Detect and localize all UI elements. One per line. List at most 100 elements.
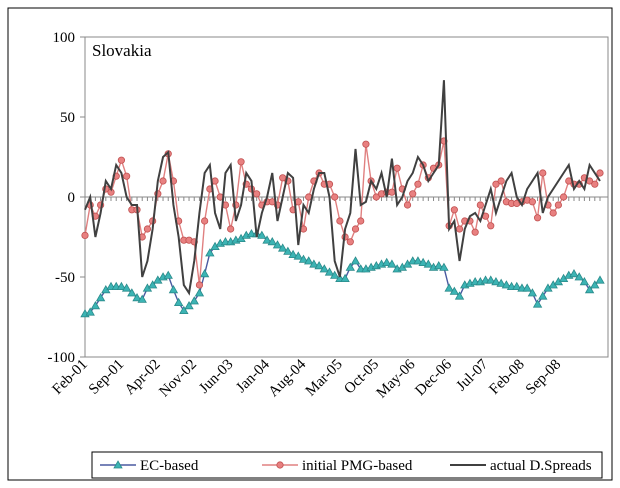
legend-marker xyxy=(276,461,284,469)
point-marker xyxy=(471,228,479,236)
point-marker xyxy=(159,177,167,185)
series-line xyxy=(84,80,601,296)
point-marker xyxy=(173,297,184,306)
point-marker xyxy=(277,243,288,252)
point-marker xyxy=(257,230,267,239)
point-marker xyxy=(127,288,137,297)
point-marker xyxy=(538,291,548,300)
point-marker xyxy=(423,259,434,268)
point-marker xyxy=(450,206,458,214)
point-marker xyxy=(591,180,599,188)
point-marker xyxy=(497,177,505,185)
y-tick-label: 100 xyxy=(53,30,76,46)
legend-label: EC-based xyxy=(140,458,199,474)
point-marker xyxy=(596,169,604,177)
point-marker xyxy=(163,270,173,279)
point-marker xyxy=(413,256,423,265)
point-marker xyxy=(85,307,95,316)
point-marker xyxy=(303,256,314,265)
legend-marker xyxy=(113,460,123,469)
point-marker xyxy=(492,180,500,188)
chart-title: Slovakia xyxy=(92,41,152,60)
point-marker xyxy=(351,225,360,233)
point-marker xyxy=(123,172,131,180)
point-marker xyxy=(227,225,235,233)
point-marker xyxy=(487,222,495,230)
point-marker xyxy=(476,201,484,209)
point-marker xyxy=(554,201,562,209)
legend-label: initial PMG-based xyxy=(302,458,413,474)
legend-label: actual D.Spreads xyxy=(490,458,592,474)
point-marker xyxy=(95,292,106,302)
point-marker xyxy=(194,288,205,297)
point-marker xyxy=(549,209,557,217)
point-marker xyxy=(237,158,245,166)
point-marker xyxy=(382,257,392,266)
point-marker xyxy=(491,276,501,286)
point-marker xyxy=(590,280,600,289)
point-marker xyxy=(449,286,460,295)
point-marker xyxy=(439,262,449,271)
point-marker xyxy=(117,156,126,164)
y-tick-label: -100 xyxy=(48,350,76,366)
point-marker xyxy=(455,225,464,233)
point-marker xyxy=(444,283,454,292)
point-marker xyxy=(298,254,309,263)
point-marker xyxy=(362,140,370,148)
point-marker xyxy=(403,201,412,209)
point-marker xyxy=(314,260,324,270)
point-marker xyxy=(559,193,568,201)
point-marker xyxy=(409,190,417,198)
point-marker xyxy=(527,288,538,297)
point-marker xyxy=(533,214,542,222)
y-tick-label: -50 xyxy=(55,270,75,286)
point-marker xyxy=(283,246,293,255)
legend-box xyxy=(91,451,603,479)
point-marker xyxy=(346,238,354,246)
point-marker xyxy=(272,240,283,249)
point-marker xyxy=(309,259,319,268)
point-marker xyxy=(147,280,158,289)
point-marker xyxy=(132,292,142,302)
point-marker xyxy=(319,264,329,273)
point-marker xyxy=(496,278,506,287)
point-marker xyxy=(454,291,465,300)
point-marker xyxy=(201,217,209,225)
point-marker xyxy=(574,272,584,281)
point-marker xyxy=(357,217,365,225)
point-marker xyxy=(121,283,132,292)
point-marker xyxy=(340,273,350,282)
point-marker xyxy=(189,296,199,305)
point-marker xyxy=(331,193,339,201)
point-marker xyxy=(434,260,444,270)
y-tick-label: 0 xyxy=(68,190,76,206)
point-marker xyxy=(512,281,522,290)
point-marker xyxy=(81,231,89,239)
point-marker xyxy=(184,300,194,310)
point-marker xyxy=(387,259,397,268)
point-marker xyxy=(532,299,543,308)
point-marker xyxy=(372,193,380,201)
point-marker xyxy=(330,270,340,279)
point-marker xyxy=(388,188,396,196)
point-marker xyxy=(393,164,401,172)
point-marker xyxy=(195,281,204,289)
point-marker xyxy=(522,283,532,292)
point-marker xyxy=(199,268,210,278)
point-marker xyxy=(116,281,127,290)
point-marker xyxy=(414,180,422,188)
point-marker xyxy=(288,249,298,258)
point-marker xyxy=(486,275,496,284)
point-marker xyxy=(293,251,303,260)
point-marker xyxy=(539,169,547,177)
point-marker xyxy=(569,268,579,278)
point-marker xyxy=(267,236,277,246)
point-marker xyxy=(584,284,595,294)
point-marker xyxy=(345,262,355,271)
point-marker xyxy=(262,235,272,244)
point-marker xyxy=(528,198,536,206)
point-marker xyxy=(595,275,605,284)
point-marker xyxy=(501,280,512,289)
point-marker xyxy=(205,248,215,257)
